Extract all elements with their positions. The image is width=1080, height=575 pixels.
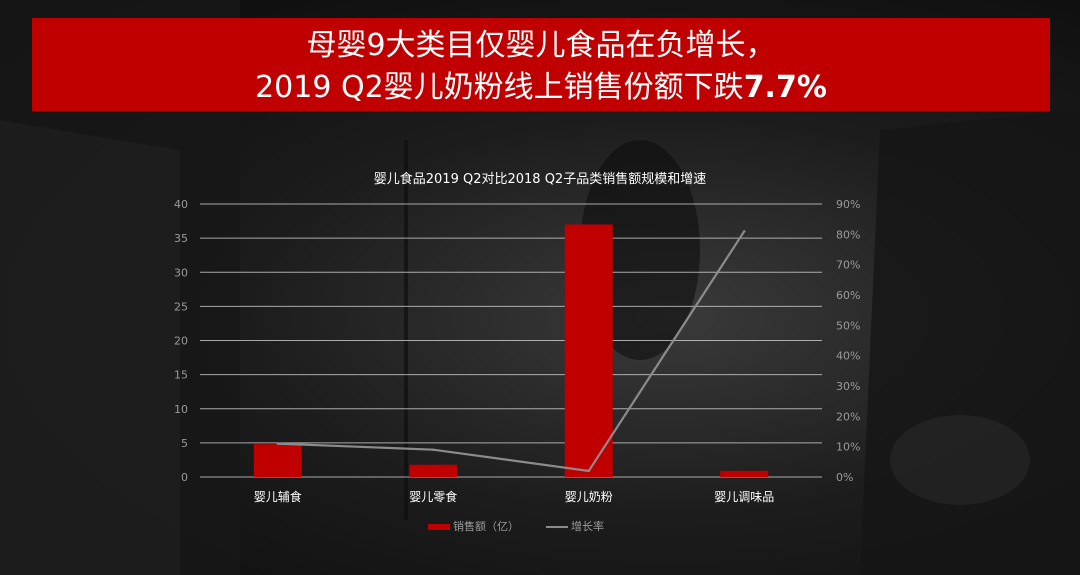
y-left-tick-label: 30 [174,266,188,279]
legend-line-swatch [546,526,568,528]
y-right-tick-label: 80% [836,228,860,241]
x-category-label: 婴儿零食 [409,489,457,504]
bar [564,224,613,477]
y-right-tick-label: 10% [836,441,860,454]
legend-item-growth: 增长率 [546,518,604,534]
y-right-tick-label: 90% [836,198,860,211]
headline-line-2: 2019 Q2婴儿奶粉线上销售份额下跌7.7% [32,70,1050,106]
y-left-tick-label: 10 [174,403,188,416]
x-category-label: 婴儿辅食 [254,489,302,504]
y-right-tick-label: 70% [836,259,860,272]
growth-point [276,442,279,445]
y-right-tick-label: 30% [836,380,860,393]
growth-point [743,230,746,233]
x-category-label: 婴儿奶粉 [565,490,613,504]
bar [409,464,458,477]
headline-highlight-value: 7.7% [743,70,827,105]
y-left-tick-label: 15 [174,369,188,382]
legend-label-growth: 增长率 [571,520,604,533]
y-left-tick-label: 35 [174,232,188,245]
headline-banner: 母婴9大类目仅婴儿食品在负增长， 2019 Q2婴儿奶粉线上销售份额下跌7.7% [32,18,1050,111]
y-left-tick-label: 40 [174,198,188,211]
x-category-label: 婴儿调味品 [714,490,774,504]
growth-point [432,448,435,451]
y-right-tick-label: 50% [836,319,860,332]
bar [253,444,302,477]
legend-bar-swatch [428,524,450,530]
growth-point [587,469,590,473]
y-left-tick-label: 0 [181,471,188,484]
y-right-tick-label: 60% [836,289,860,302]
growth-line [277,230,746,473]
legend-item-sales: 销售额（亿） [428,518,519,534]
y-left-tick-label: 25 [174,300,188,313]
legend-label-sales: 销售额（亿） [453,520,519,533]
y-right-tick-label: 0% [836,471,853,484]
y-right-tick-label: 40% [836,350,860,363]
headline-line-2-text: 2019 Q2婴儿奶粉线上销售份额下跌 [255,70,744,105]
headline-line-1: 母婴9大类目仅婴儿食品在负增长， [306,28,776,63]
chart-title: 婴儿食品2019 Q2对比2018 Q2子品类销售额规模和增速 [373,172,707,187]
y-left-tick-label: 5 [181,437,188,450]
y-left-tick-label: 20 [174,335,188,348]
y-right-tick-label: 20% [836,410,860,423]
bar [720,470,769,477]
